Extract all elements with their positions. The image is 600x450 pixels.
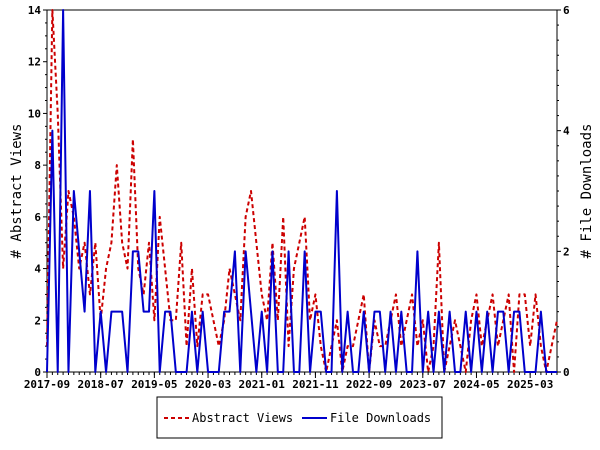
x-tick-label: 2024-05 [453,378,499,391]
series-line-file-downloads [46,9,557,373]
y-right-axis-title: # File Downloads [579,124,595,259]
x-tick-label: 2018-07 [78,378,124,391]
x-tick-label: 2020-03 [185,378,231,391]
x-tick-label: 2023-07 [400,378,446,391]
legend: Abstract Views File Downloads [156,396,443,439]
legend-label-abstract-views: Abstract Views [192,411,293,425]
y-left-tick-label: 4 [34,263,41,276]
series-line-abstract-views [46,9,558,373]
x-tick-label: 2017-09 [24,378,70,391]
legend-label-file-downloads: File Downloads [330,411,431,425]
y-right-tick-label: 0 [563,366,570,379]
y-left-tick-label: 6 [34,211,41,224]
y-right-tick-label: 6 [563,4,570,17]
y-right-tick-label: 4 [563,125,570,138]
y-right-tick-label: 2 [563,245,570,258]
y-left-tick-label: 14 [28,4,42,17]
y-left-tick-label: 10 [28,107,41,120]
y-left-tick-label: 8 [34,159,41,172]
x-tick-label: 2021-11 [292,378,339,391]
x-tick-label: 2021-01 [239,378,286,391]
y-left-tick-label: 2 [34,314,41,327]
ticks-layer: 0 2 4 6 8 10 12 14 0 2 4 6 2017-09 2018-07 2019-05 2020… [24,4,570,391]
x-tick-label: 2025-03 [507,378,553,391]
x-tick-label: 2022-09 [346,378,392,391]
y-left-axis-title: # Abstract Views [9,124,25,259]
y-left-tick-label: 0 [34,366,41,379]
x-tick-label: 2019-05 [131,378,177,391]
series-layer [46,9,558,373]
y-left-tick-label: 12 [28,56,41,69]
legend-box [156,396,443,439]
